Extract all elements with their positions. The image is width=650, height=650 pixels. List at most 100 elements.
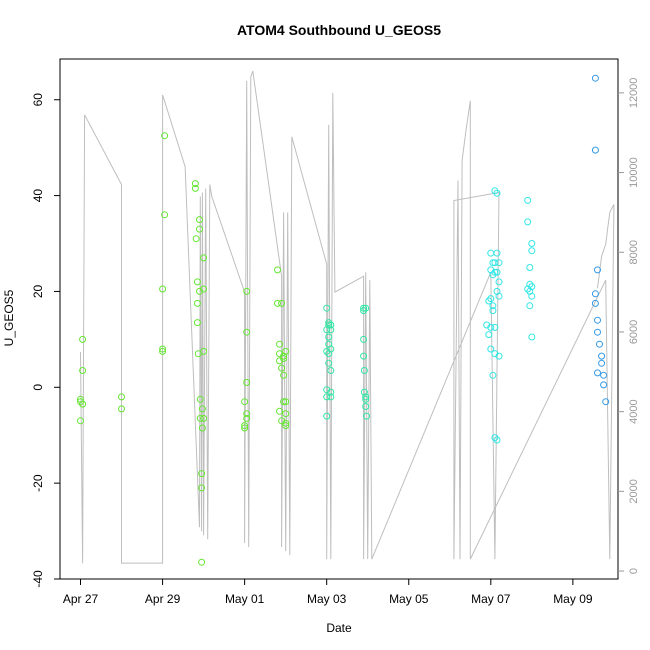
data-point-s2-6 [489, 302, 497, 310]
axes-layer: Apr 27 Apr 29 May 01 May 03 May 05 May 07 May … [31, 58, 640, 606]
data-point-s0-16 [193, 278, 201, 286]
data-point-s2-24 [483, 321, 491, 329]
data-point-s0-31 [200, 285, 208, 293]
data-point-s1-12 [327, 321, 335, 329]
data-point-s0-10 [159, 285, 167, 293]
data-point-s0-54 [280, 398, 288, 406]
chart-title: ATOM4 Southbound U_GEOS5 [237, 22, 441, 38]
data-point-s1-16 [327, 388, 335, 396]
y-axis-label: U_GEOS5 [2, 289, 16, 346]
y-tick-label: 20 [31, 284, 45, 298]
data-point-s2-34 [528, 240, 536, 247]
data-point-s0-43 [274, 299, 281, 307]
data-point-s0-40 [243, 410, 251, 418]
data-point-s2-39 [524, 285, 532, 293]
y2-tick-label: 0 [628, 568, 640, 574]
data-point-s2-10 [491, 259, 499, 267]
data-point-s2-33 [526, 302, 534, 310]
data-point-s2-20 [495, 278, 503, 286]
x-tick-label: May 05 [389, 592, 429, 606]
data-point-s2-25 [485, 331, 493, 339]
data-point-s1-20 [360, 335, 368, 343]
x-tick-label: Apr 29 [145, 592, 181, 606]
data-point-s2-38 [528, 333, 536, 341]
x-tick-label: May 01 [225, 592, 265, 606]
y-tick-label: 40 [31, 189, 45, 203]
data-point-s2-37 [528, 292, 536, 300]
data-point-s0-33 [200, 414, 208, 422]
data-point-s1-13 [327, 326, 335, 334]
data-point-s0-18 [193, 319, 201, 327]
y2-tick-label: 2000 [628, 479, 640, 503]
data-point-s0-53 [280, 355, 288, 362]
y-tick-label: 60 [31, 93, 45, 107]
data-point-s0-29 [198, 424, 206, 432]
data-point-s0-8 [159, 345, 167, 353]
plot-frame [59, 58, 619, 580]
data-point-s2-8 [489, 371, 497, 379]
data-point-s0-55 [282, 347, 290, 355]
data-point-s0-34 [241, 398, 249, 406]
data-point-s3-3 [591, 290, 599, 298]
x-tick-label: May 07 [471, 592, 511, 606]
data-point-s2-30 [526, 264, 534, 271]
data-point-s0-56 [282, 410, 290, 418]
data-point-s0-17 [193, 299, 201, 307]
data-point-s3-2 [594, 266, 601, 274]
data-point-s0-6 [118, 393, 125, 401]
data-point-s1-25 [362, 393, 370, 401]
data-point-s1-14 [327, 345, 335, 353]
data-point-s2-35 [528, 247, 536, 255]
data-point-s0-5 [79, 400, 87, 408]
data-point-s1-15 [327, 367, 335, 374]
data-point-s0-41 [243, 414, 251, 422]
data-point-s3-0 [591, 74, 599, 82]
data-point-s0-42 [274, 266, 281, 274]
data-point-s1-11 [325, 359, 333, 367]
data-point-s0-14 [191, 184, 199, 192]
x-axis-label: Date [326, 621, 352, 635]
data-point-s0-24 [196, 414, 204, 422]
data-point-s2-18 [493, 436, 501, 444]
data-point-s1-28 [363, 412, 370, 420]
data-point-s3-10 [594, 369, 601, 377]
data-point-s0-59 [282, 398, 290, 406]
data-point-s2-11 [491, 268, 499, 276]
data-point-s0-36 [241, 424, 249, 432]
data-point-s0-49 [278, 364, 286, 372]
data-point-s3-4 [591, 299, 599, 307]
data-point-s3-12 [600, 381, 608, 389]
data-point-s0-39 [243, 287, 251, 295]
data-point-s0-37 [243, 379, 251, 386]
data-point-s0-13 [191, 180, 199, 188]
data-point-s0-58 [282, 422, 290, 430]
data-point-s2-27 [491, 350, 499, 358]
data-point-s3-5 [594, 316, 601, 324]
data-point-s0-47 [276, 407, 283, 415]
data-point-s0-57 [282, 419, 290, 427]
data-point-s0-7 [118, 405, 125, 413]
data-point-s2-21 [495, 292, 503, 300]
data-point-s0-9 [159, 347, 167, 355]
data-point-s2-29 [524, 218, 532, 226]
data-point-s3-8 [598, 352, 606, 360]
data-point-s1-8 [325, 333, 333, 341]
y-tick-label: -40 [31, 570, 45, 588]
data-point-s0-11 [161, 211, 169, 219]
data-point-s0-23 [196, 395, 204, 403]
data-point-s0-52 [280, 371, 288, 379]
data-point-s0-21 [196, 225, 203, 233]
data-point-s0-44 [276, 340, 283, 348]
data-points-layer [77, 74, 610, 566]
data-point-s0-26 [198, 484, 206, 492]
data-point-s1-24 [362, 304, 370, 312]
data-point-s1-5 [323, 412, 331, 420]
data-point-s0-12 [161, 132, 169, 140]
data-point-s3-1 [591, 146, 599, 154]
data-point-s1-17 [327, 393, 335, 401]
data-point-s2-28 [524, 196, 532, 204]
data-point-s2-16 [493, 268, 501, 276]
altitude-trace-line [80, 70, 615, 564]
y-tick-label: -20 [31, 474, 45, 492]
